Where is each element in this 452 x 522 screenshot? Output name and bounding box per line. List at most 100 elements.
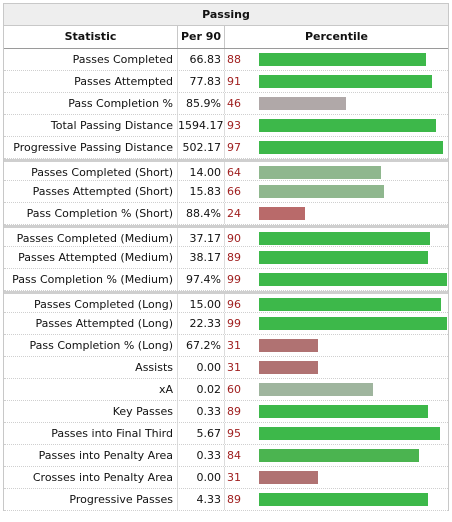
percentile-bar (259, 97, 346, 110)
table-row: Passes Completed (Medium) 37.17 90 (4, 225, 448, 247)
percentile-cell: 84 (225, 445, 448, 466)
percentile-value: 95 (227, 427, 241, 440)
stat-name: Pass Completion % (Medium) (4, 269, 178, 290)
percentile-bar (259, 75, 432, 88)
table-row: Key Passes 0.33 89 (4, 401, 448, 423)
table-row: Passes Attempted (Medium) 38.17 89 (4, 247, 448, 269)
percentile-bar (259, 449, 419, 462)
percentile-value: 31 (227, 339, 241, 352)
per90-value: 4.33 (178, 489, 225, 510)
percentile-value: 31 (227, 471, 241, 484)
per90-value: 77.83 (178, 71, 225, 92)
percentile-bar (259, 53, 426, 66)
percentile-value: 88 (227, 53, 241, 66)
stat-name: Key Passes (4, 401, 178, 422)
stat-name: Progressive Passing Distance (4, 137, 178, 158)
header-per90[interactable]: Per 90 (178, 26, 225, 48)
stat-name: Total Passing Distance (4, 115, 178, 136)
percentile-cell: 31 (225, 357, 448, 378)
table-row: Total Passing Distance 1594.17 93 (4, 115, 448, 137)
table-row: Pass Completion % (Short) 88.4% 24 (4, 203, 448, 225)
percentile-bar (259, 251, 428, 264)
per90-value: 67.2% (178, 335, 225, 356)
stat-name: Passes Attempted (4, 71, 178, 92)
per90-value: 85.9% (178, 93, 225, 114)
percentile-bar (259, 427, 440, 440)
table-row: Passes into Penalty Area 0.33 84 (4, 445, 448, 467)
percentile-cell: 60 (225, 379, 448, 400)
stat-name: Passes Completed (Long) (4, 294, 178, 312)
percentile-cell: 89 (225, 401, 448, 422)
table-row: Passes Attempted 77.83 91 (4, 71, 448, 93)
percentile-value: 31 (227, 361, 241, 374)
percentile-bar (259, 298, 441, 311)
percentile-value: 64 (227, 166, 241, 179)
table-row: xA 0.02 60 (4, 379, 448, 401)
table-row: Assists 0.00 31 (4, 357, 448, 379)
table-row: Passes Completed 66.83 88 (4, 49, 448, 71)
percentile-bar (259, 185, 384, 198)
stat-name: Crosses into Penalty Area (4, 467, 178, 488)
per90-value: 66.83 (178, 49, 225, 70)
percentile-cell: 46 (225, 93, 448, 114)
table-row: Passes Attempted (Long) 22.33 99 (4, 313, 448, 335)
percentile-cell: 90 (225, 228, 448, 246)
percentile-bar (259, 383, 373, 396)
stat-name: xA (4, 379, 178, 400)
percentile-cell: 31 (225, 335, 448, 356)
percentile-value: 60 (227, 383, 241, 396)
percentile-cell: 88 (225, 49, 448, 70)
percentile-value: 84 (227, 449, 241, 462)
stat-name: Pass Completion % (4, 93, 178, 114)
stat-name: Pass Completion % (Short) (4, 203, 178, 224)
percentile-bar (259, 493, 428, 506)
stat-name: Pass Completion % (Long) (4, 335, 178, 356)
per90-value: 14.00 (178, 162, 225, 180)
percentile-value: 66 (227, 185, 241, 198)
stat-name: Passes Completed (Medium) (4, 228, 178, 246)
passing-stats-table: Passing Statistic Per 90 Percentile Pass… (3, 3, 449, 511)
per90-value: 1594.17 (178, 115, 225, 136)
percentile-cell: 93 (225, 115, 448, 136)
per90-value: 0.33 (178, 445, 225, 466)
percentile-cell: 64 (225, 162, 448, 180)
per90-value: 38.17 (178, 247, 225, 268)
per90-value: 0.33 (178, 401, 225, 422)
per90-value: 0.02 (178, 379, 225, 400)
per90-value: 15.00 (178, 294, 225, 312)
header-percentile[interactable]: Percentile (304, 30, 369, 43)
stat-name: Passes Attempted (Medium) (4, 247, 178, 268)
percentile-value: 91 (227, 75, 241, 88)
percentile-cell: 89 (225, 489, 448, 510)
percentile-bar (259, 317, 447, 330)
table-body: Passes Completed 66.83 88 Passes Attempted 7… (4, 49, 448, 511)
percentile-cell: 95 (225, 423, 448, 444)
per90-value: 88.4% (178, 203, 225, 224)
percentile-bar (259, 273, 447, 286)
table-row: Pass Completion % 85.9% 46 (4, 93, 448, 115)
stat-name: Passes Completed (4, 49, 178, 70)
percentile-bar (259, 141, 443, 154)
table-row: Pass Completion % (Medium) 97.4% 99 (4, 269, 448, 291)
percentile-bar (259, 339, 318, 352)
percentile-value: 96 (227, 298, 241, 311)
percentile-cell: 24 (225, 203, 448, 224)
table-row: Pass Completion % (Long) 67.2% 31 (4, 335, 448, 357)
percentile-value: 24 (227, 207, 241, 220)
per90-value: 22.33 (178, 313, 225, 334)
percentile-value: 97 (227, 141, 241, 154)
per90-value: 5.67 (178, 423, 225, 444)
table-row: Passes into Final Third 5.67 95 (4, 423, 448, 445)
header-statistic[interactable]: Statistic (4, 26, 178, 48)
stat-name: Assists (4, 357, 178, 378)
percentile-bar (259, 119, 436, 132)
table-row: Passes Completed (Long) 15.00 96 (4, 291, 448, 313)
percentile-value: 46 (227, 97, 241, 110)
stat-name: Passes into Final Third (4, 423, 178, 444)
percentile-bar (259, 405, 428, 418)
stat-name: Progressive Passes (4, 489, 178, 510)
table-row: Passes Attempted (Short) 15.83 66 (4, 181, 448, 203)
percentile-cell: 99 (225, 269, 448, 290)
percentile-cell: 97 (225, 137, 448, 158)
percentile-bar (259, 232, 430, 245)
